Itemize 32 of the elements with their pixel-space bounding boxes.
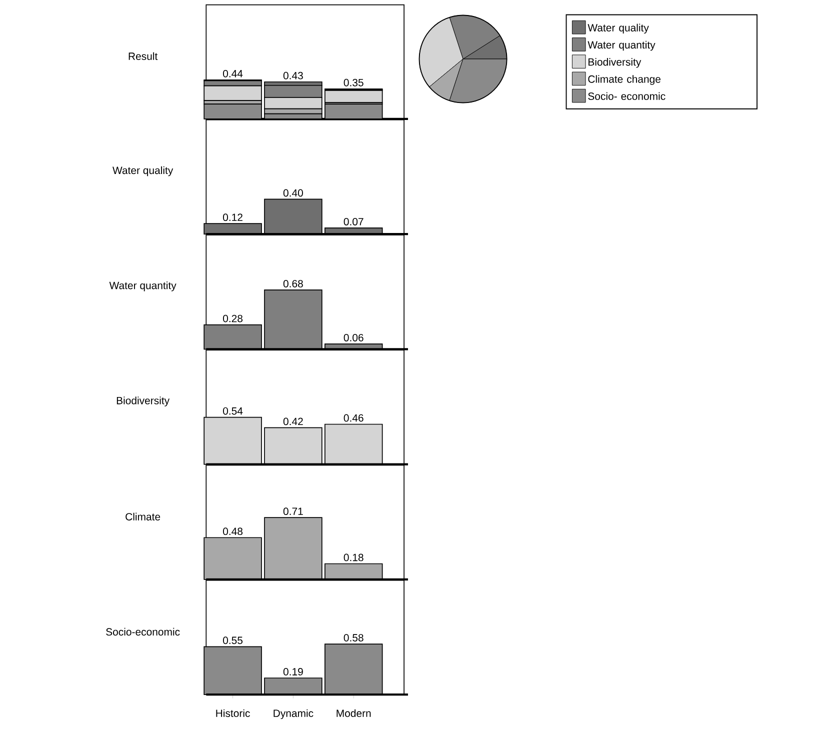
- legend-label: Socio- economic: [588, 92, 666, 100]
- y-axis-title: Water quality: [112, 166, 174, 176]
- data-label: 0.40: [283, 189, 303, 196]
- data-label: 0.12: [223, 213, 242, 221]
- data-label: 0.19: [283, 668, 303, 676]
- data-label: 0.48: [223, 527, 243, 535]
- data-label: 0.55: [223, 636, 243, 644]
- text: 0.43: [283, 72, 303, 80]
- data-label: 0.06: [344, 334, 364, 342]
- y-axis-title: Socio-economic: [106, 628, 180, 636]
- data-label: 0.18: [344, 554, 364, 561]
- y-axis-title: Water quantity: [109, 281, 176, 292]
- y-axis-title: Biodiversity: [116, 396, 170, 406]
- legend-label: Biodiversity: [588, 58, 642, 68]
- y-axis-title: Result: [128, 52, 158, 60]
- x-tick-label: Modern: [336, 709, 371, 717]
- data-label: 0.46: [344, 414, 364, 422]
- legend-label: Water quantity: [588, 40, 656, 50]
- annotation: 0.35: [344, 78, 364, 86]
- data-label: 0.68: [283, 280, 303, 288]
- text: 0.44: [223, 70, 243, 78]
- legend-label: Climate change: [588, 74, 660, 85]
- data-label: 0.07: [344, 218, 364, 226]
- data-label: 0.54: [223, 407, 243, 414]
- data-label: 0.28: [223, 314, 243, 322]
- legend-label: Water quality: [588, 24, 649, 34]
- x-tick-label: Historic: [216, 709, 250, 717]
- y-axis-title: Climate: [126, 512, 160, 520]
- data-label: 0.58: [344, 634, 364, 642]
- data-label: 0.42: [283, 418, 303, 425]
- data-label: 0.71: [283, 507, 303, 515]
- x-tick-label: Dynamic: [274, 709, 314, 719]
